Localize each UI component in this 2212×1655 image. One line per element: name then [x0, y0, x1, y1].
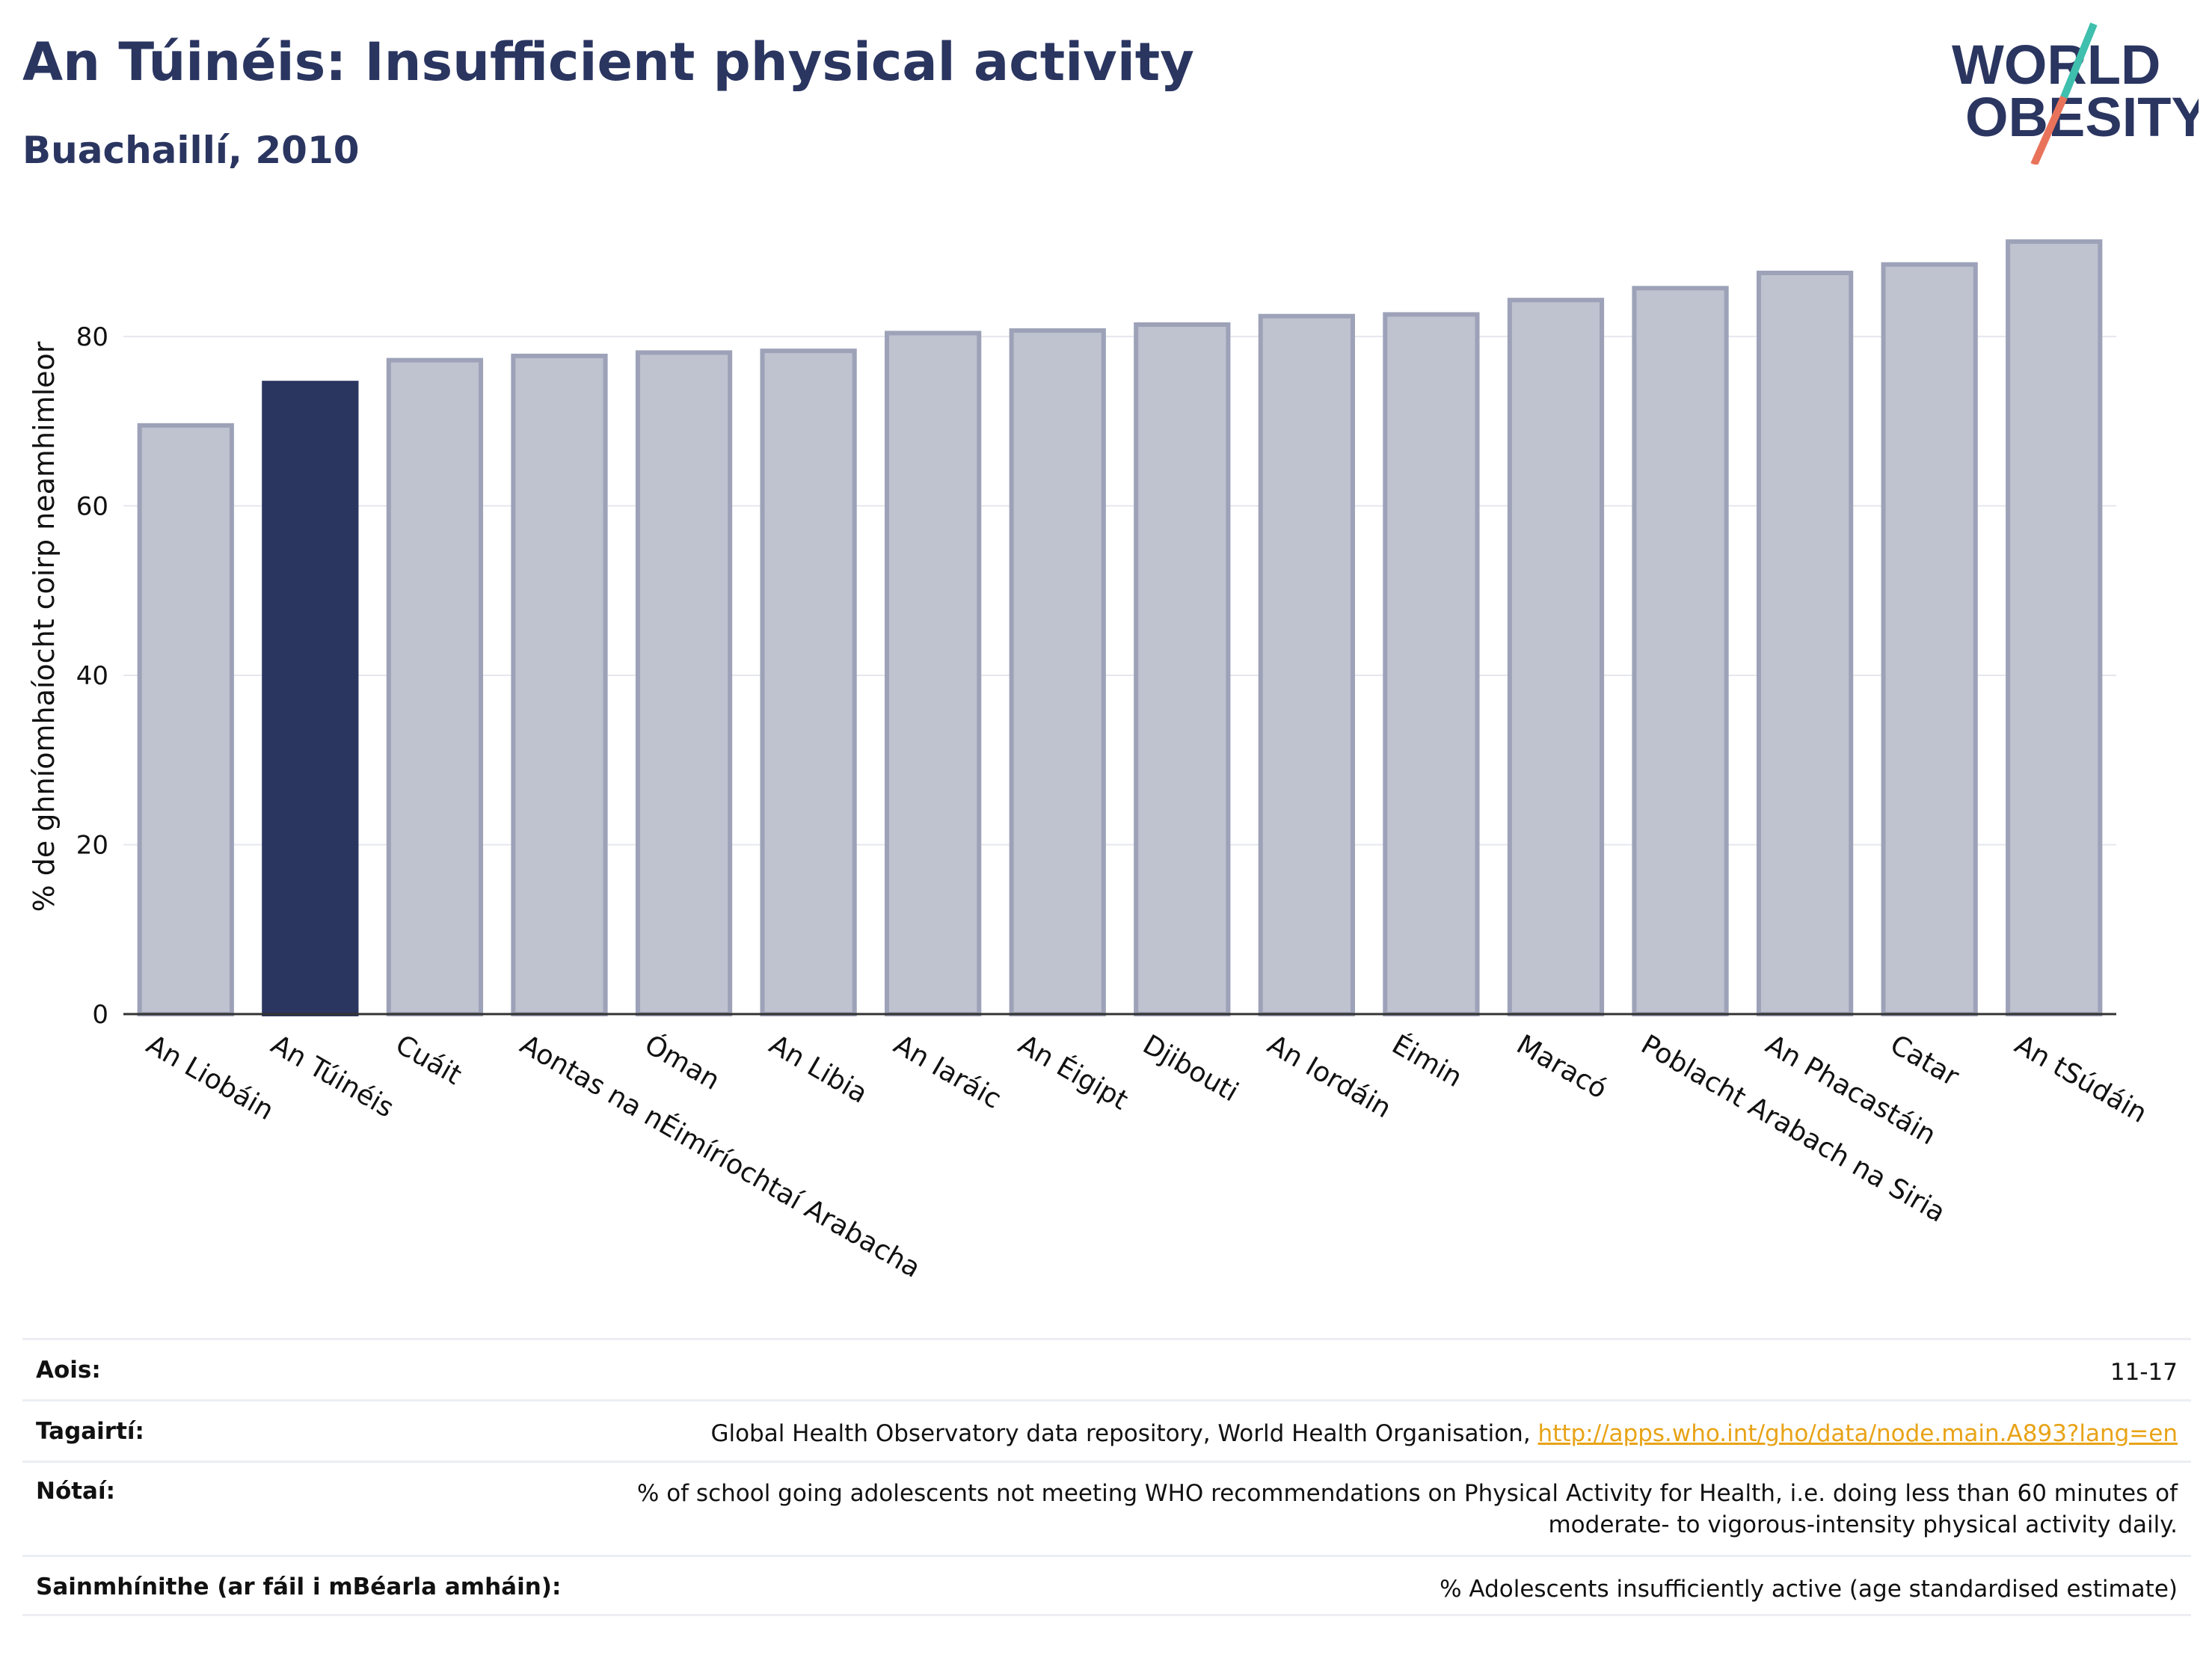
logo-text-world: WORLD — [1952, 34, 2161, 96]
meta-row-definitions: Sainmhínithe (ar fáil i mBéarla amháin):… — [22, 1555, 2191, 1616]
bar — [386, 357, 484, 1017]
bar — [635, 350, 733, 1016]
x-tick-label: Catar — [1885, 1029, 1964, 1093]
bar — [1756, 270, 1854, 1016]
chart-title: An Túinéis: Insufficient physical activi… — [22, 31, 1194, 93]
meta-label-notes: Nótaí: — [36, 1478, 116, 1505]
meta-value-age: 11-17 — [2110, 1359, 2178, 1386]
bar-highlighted — [262, 381, 359, 1016]
reference-link[interactable]: http://apps.who.int/gho/data/node.main.A… — [1537, 1420, 2178, 1447]
notes-line-2: moderate- to vigorous-intensity physical… — [1548, 1511, 2178, 1538]
x-tick-label: An Iordáin — [1262, 1029, 1396, 1124]
bar — [1383, 312, 1480, 1017]
x-tick-label: An Éigipt — [1013, 1028, 1134, 1116]
bar — [1134, 322, 1231, 1016]
chart-subtitle: Buachaillí, 2010 — [22, 129, 360, 172]
x-tick-label: Cuáit — [390, 1029, 467, 1091]
meta-label-age: Aois: — [36, 1357, 101, 1384]
logo-text-obesity: OBESITY — [1965, 86, 2199, 148]
meta-value-notes: % of school going adolescents not meetin… — [637, 1478, 2178, 1541]
bar — [1632, 286, 1729, 1017]
x-tick-label: Éimin — [1386, 1028, 1467, 1093]
x-tick-label: An Libia — [764, 1029, 873, 1109]
logo-slash-teal — [2060, 22, 2098, 99]
x-tick-label: Óman — [639, 1028, 725, 1096]
y-tick-label: 60 — [76, 491, 108, 521]
reference-text: Global Health Observatory data repositor… — [710, 1420, 1538, 1447]
meta-value-definitions: % Adolescents insufficiently active (age… — [1440, 1576, 2178, 1603]
metadata-table: Aois: 11-17 Tagairtí: Global Health Obse… — [22, 1338, 2191, 1616]
y-tick-label: 40 — [76, 661, 108, 691]
meta-value-references: Global Health Observatory data repositor… — [710, 1418, 2178, 1449]
bar — [137, 423, 234, 1016]
y-axis-label: % de ghníomhaíocht coirp neamhimleor — [28, 341, 61, 912]
y-tick-label: 80 — [76, 322, 108, 352]
bar — [511, 353, 608, 1016]
x-tick-label: Djibouti — [1137, 1029, 1243, 1108]
world-obesity-logo: WORLD OBESITY — [1952, 22, 2199, 165]
meta-label-definitions: Sainmhínithe (ar fáil i mBéarla amháin): — [36, 1573, 562, 1600]
bar — [760, 348, 857, 1016]
bar — [1507, 298, 1605, 1016]
bar — [1258, 313, 1355, 1016]
bar — [1881, 262, 1978, 1017]
x-tick-label: An Liobáin — [141, 1029, 279, 1126]
meta-row-age: Aois: 11-17 — [22, 1338, 2191, 1399]
y-tick-labels: 0 20 40 60 80 — [76, 322, 108, 1030]
meta-label-references: Tagairtí: — [36, 1418, 144, 1445]
bar — [1009, 328, 1106, 1016]
notes-line-1: % of school going adolescents not meetin… — [636, 1480, 2178, 1507]
meta-row-references: Tagairtí: Global Health Observatory data… — [22, 1399, 2191, 1461]
y-tick-label: 0 — [92, 1000, 108, 1030]
x-tick-label: An tSúdáin — [2009, 1029, 2152, 1129]
x-tick-label: Maracó — [1511, 1029, 1612, 1105]
logo-slash-coral — [2030, 95, 2068, 165]
y-tick-label: 20 — [76, 830, 108, 860]
x-tick-label: An Iaráic — [888, 1029, 1007, 1115]
meta-row-notes: Nótaí: % of school going adolescents not… — [22, 1461, 2191, 1555]
bars — [137, 239, 2103, 1017]
x-tick-label: An Túinéis — [265, 1029, 399, 1123]
bar — [885, 331, 982, 1016]
bar — [2006, 239, 2103, 1016]
